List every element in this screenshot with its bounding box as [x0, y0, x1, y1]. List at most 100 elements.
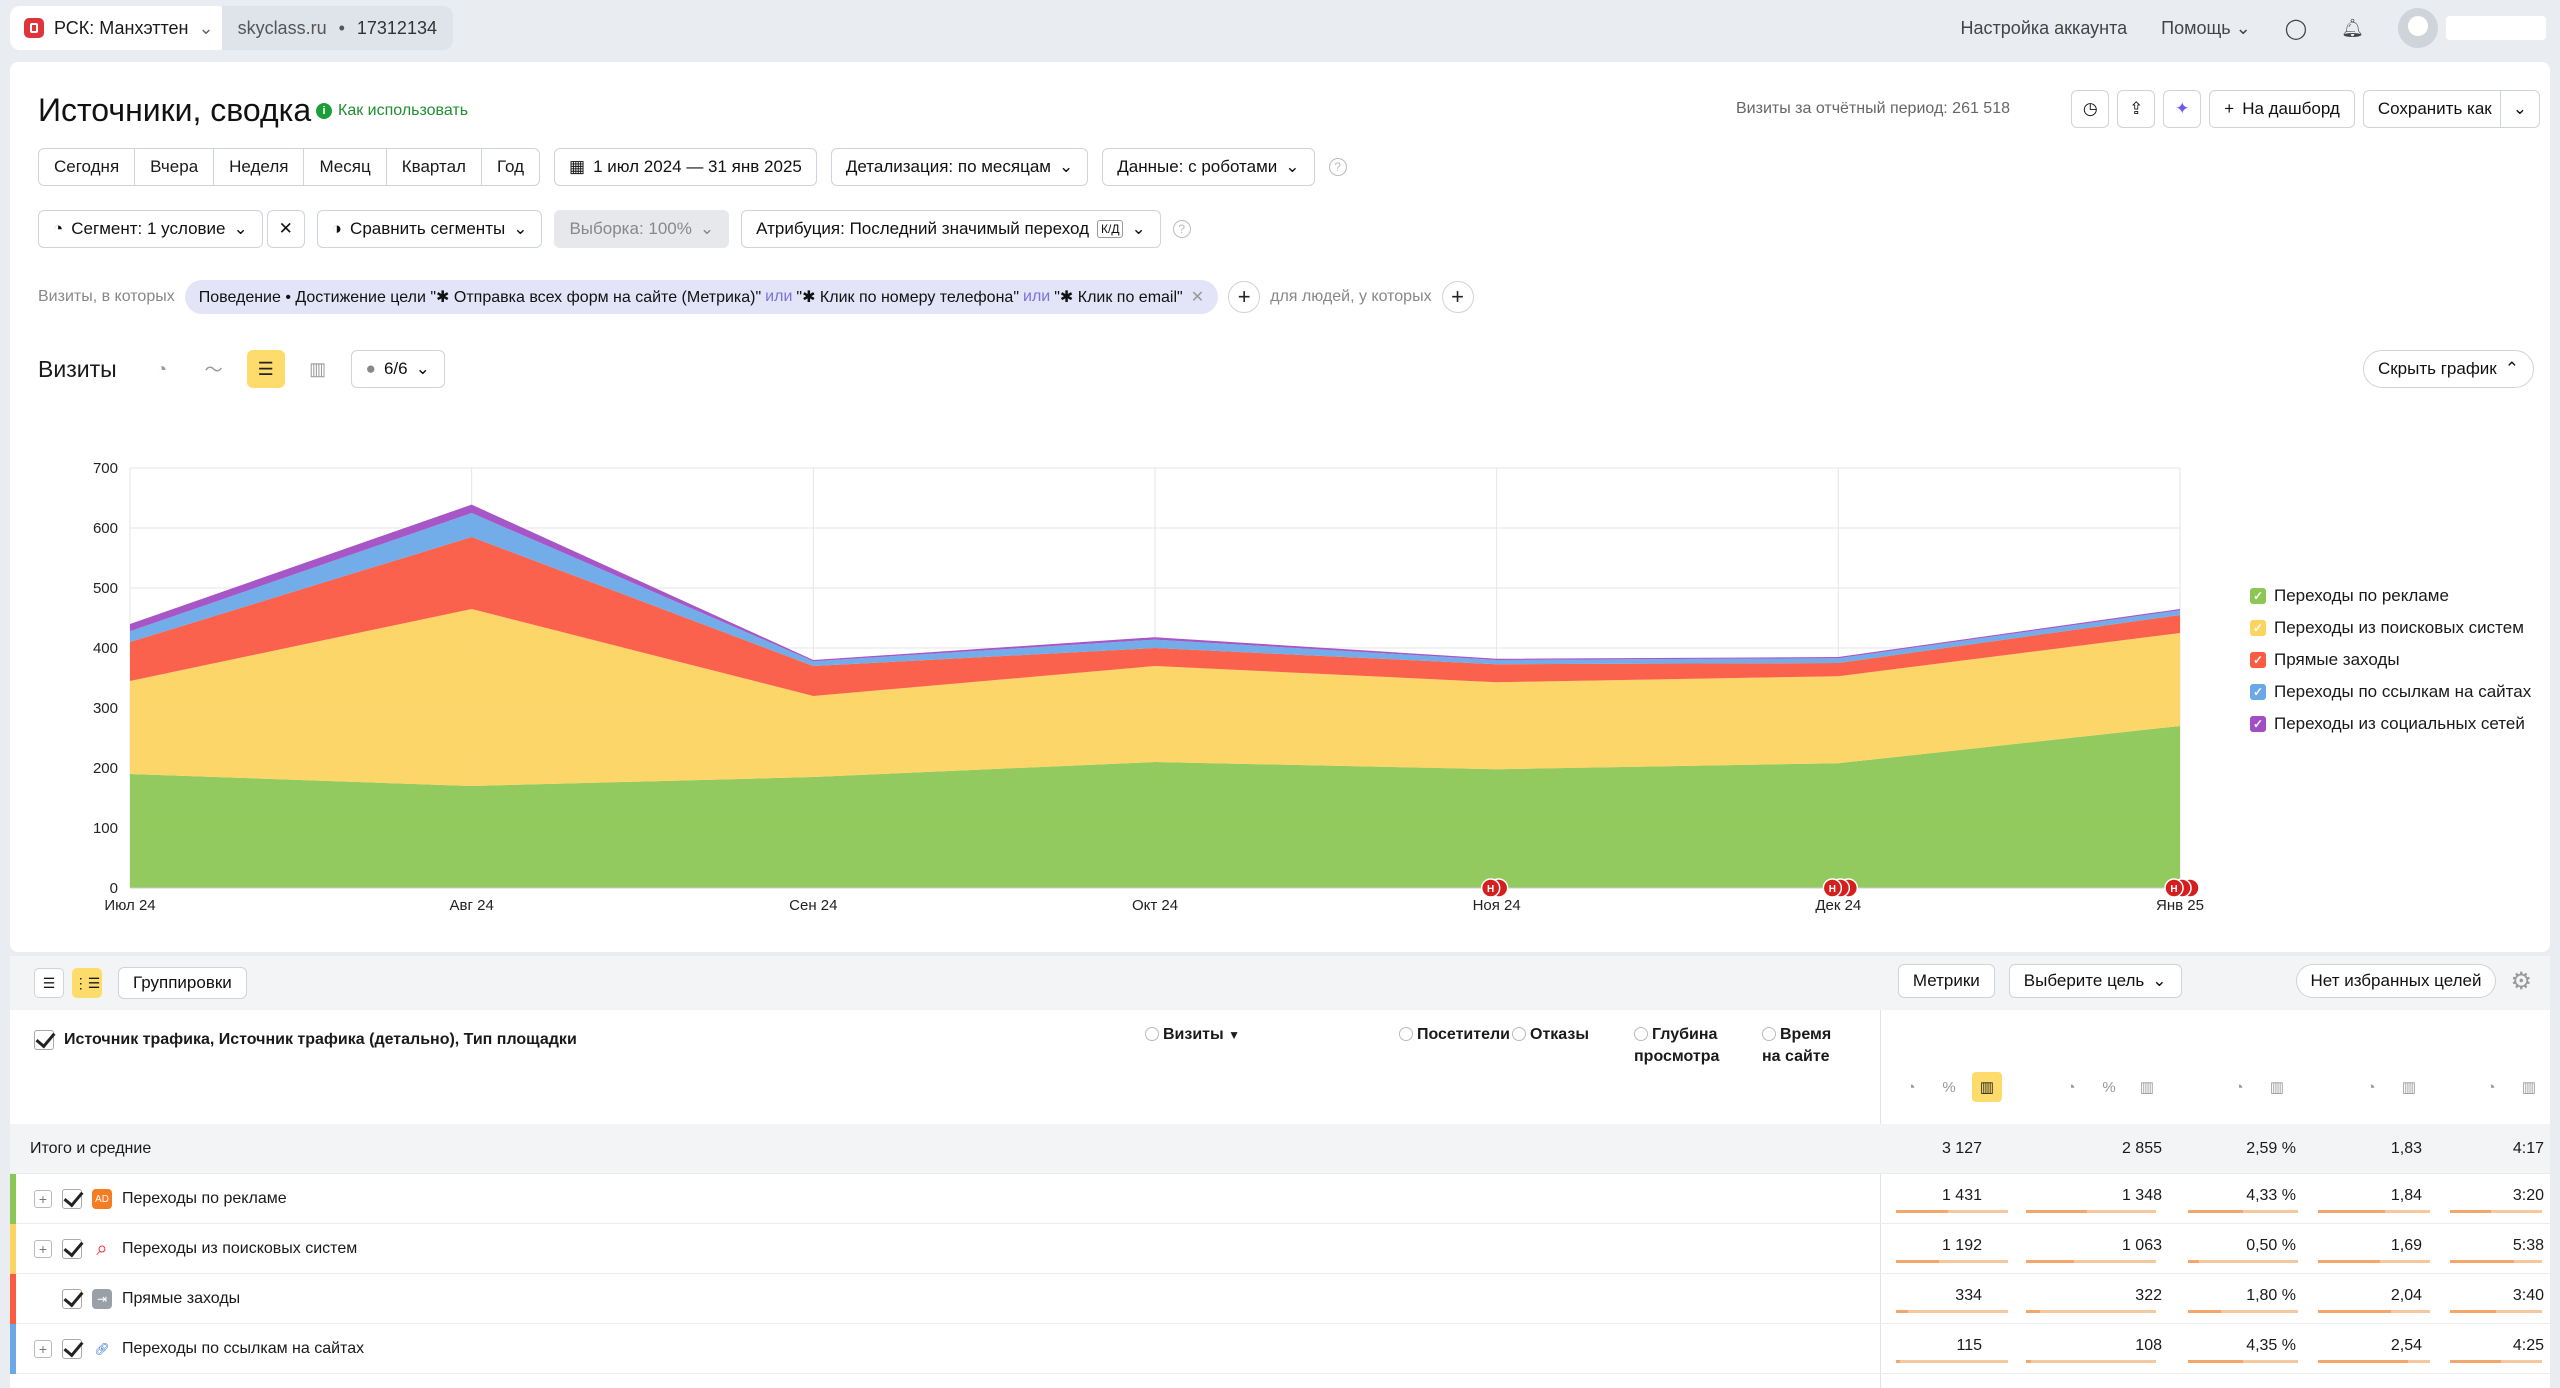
favorite-goals-button[interactable]: Нет избранных целей — [2295, 964, 2497, 998]
ad-icon: AD — [92, 1189, 112, 1209]
table-row[interactable]: + 🔗︎ Переходы по ссылкам на сайтах 115 108 4,… — [10, 1324, 2550, 1374]
legend-checkbox[interactable]: ✓ — [2250, 588, 2266, 604]
save-as-button[interactable]: Сохранить как ⌄ — [2362, 90, 2540, 128]
pie-icon[interactable]: ◔ — [2234, 1078, 2244, 1096]
close-icon: ✕ — [278, 219, 293, 238]
checkbox[interactable] — [62, 1189, 82, 1209]
legend-checkbox[interactable]: ✓ — [2250, 716, 2266, 732]
checkbox[interactable] — [34, 1030, 54, 1050]
event-marker[interactable] — [1480, 878, 1501, 898]
period-month[interactable]: Месяц — [304, 149, 387, 185]
bars-icon[interactable]: ▥ — [1972, 1072, 2002, 1102]
line-chart-icon[interactable]: 〜 — [204, 360, 223, 380]
flat-view-icon[interactable]: ☰ — [34, 968, 64, 998]
user-menu[interactable] — [2398, 8, 2546, 48]
detail-select[interactable]: Детализация: по месяцам ⌄ — [830, 148, 1089, 186]
help-menu[interactable]: Помощь ⌄ — [2161, 17, 2251, 38]
period-week[interactable]: Неделя — [214, 149, 305, 185]
compare-segments-button[interactable]: ◑ Сравнить сегменты ⌄ — [316, 210, 543, 248]
header-time-label: Время на сайте — [1762, 1026, 1832, 1065]
chat-icon[interactable]: ◯ — [2284, 17, 2308, 40]
checkbox[interactable] — [62, 1239, 82, 1259]
percent-icon[interactable]: % — [1942, 1078, 1956, 1096]
bars-icon[interactable]: ▥ — [2139, 1079, 2155, 1096]
checkbox[interactable] — [62, 1339, 82, 1359]
pie-icon[interactable]: ◔ — [2366, 1078, 2376, 1096]
metrics-button[interactable]: Метрики — [1897, 964, 1995, 998]
help-icon[interactable]: ? — [1328, 158, 1347, 176]
filter-condition-chip[interactable]: Поведение • Достижение цели "✱ Отправка … — [184, 280, 1219, 314]
area-series[interactable] — [130, 609, 2180, 786]
report-table: ☰ ⋮☰ Группировки Метрики Выберите цель ⌄ … — [10, 956, 2550, 1388]
legend-checkbox[interactable]: ✓ — [2250, 652, 2266, 668]
export-button[interactable]: ⇪ — [2117, 90, 2156, 128]
pie-chart-icon[interactable]: ◔ — [156, 358, 168, 379]
expand-icon[interactable]: + — [34, 1190, 52, 1208]
table-row[interactable]: ⇥ Прямые заходы 334 322 1,80 % 2,04 3:40 — [10, 1274, 2550, 1324]
period-today[interactable]: Сегодня — [39, 149, 136, 185]
metric-cell: 4,33 % — [2246, 1187, 2296, 1204]
close-icon[interactable]: ✕ — [1190, 289, 1205, 306]
clear-segment-button[interactable]: ✕ — [266, 210, 305, 248]
legend-item[interactable]: ✓ Переходы из поисковых систем — [2250, 618, 2531, 638]
legend-item[interactable]: ✓ Переходы по рекламе — [2250, 586, 2531, 606]
percent-icon[interactable]: % — [2102, 1078, 2116, 1096]
tree-view-icon[interactable]: ⋮☰ — [72, 968, 102, 998]
legend-item[interactable]: ✓ Прямые заходы — [2250, 650, 2531, 670]
period-yesterday[interactable]: Вчера — [135, 149, 215, 185]
add-visit-condition-button[interactable]: + — [1228, 281, 1261, 313]
ai-assistant-button[interactable]: ✦ — [2163, 90, 2202, 128]
event-marker-label: Н — [1829, 884, 1836, 895]
bars-icon[interactable]: ▥ — [2401, 1079, 2417, 1096]
checkbox[interactable] — [62, 1289, 82, 1309]
header-time[interactable]: Время на сайте — [1762, 1024, 1842, 1068]
help-icon[interactable]: ? — [1172, 220, 1191, 238]
area-series[interactable] — [130, 537, 2180, 696]
choose-goal-select[interactable]: Выберите цель ⌄ — [2008, 964, 2182, 998]
header-visitors[interactable]: Посетители — [1370, 1024, 1510, 1046]
period-year[interactable]: Год — [496, 157, 525, 176]
area-chart-icon[interactable]: ☰ — [246, 350, 285, 388]
sample-select[interactable]: Выборка: 100% ⌄ — [554, 210, 730, 248]
counter-selector[interactable]: РСК: Манхэттен ⌄ — [10, 6, 228, 50]
dimension-header[interactable]: Источник трафика, Источник трафика (дета… — [34, 1030, 577, 1050]
legend-item[interactable]: ✓ Переходы по ссылкам на сайтах — [2250, 682, 2531, 702]
bell-icon[interactable]: 🔔︎ — [2341, 17, 2364, 38]
date-range-picker[interactable]: ▦ 1 июл 2024 — 31 янв 2025 — [554, 148, 817, 186]
header-bounces[interactable]: Отказы — [1512, 1024, 1632, 1046]
table-row[interactable]: + ⌕ Переходы из поисковых систем 1 192 1 063… — [10, 1224, 2550, 1274]
robots-select[interactable]: Данные: с роботами ⌄ — [1102, 148, 1315, 186]
table-row[interactable]: + AD Переходы по рекламе 1 431 1 348 4,33 % 1,… — [10, 1174, 2550, 1224]
pie-icon[interactable]: ◔ — [2486, 1078, 2496, 1096]
segment-select[interactable]: ◔ Сегмент: 1 условие ⌄ — [38, 210, 263, 248]
attribution-select[interactable]: Атрибуция: Последний значимый переход К/Д… — [741, 210, 1161, 248]
period-quarter[interactable]: Квартал — [387, 149, 482, 185]
expand-icon[interactable]: + — [34, 1240, 52, 1258]
groupings-button[interactable]: Группировки — [118, 967, 247, 999]
gear-icon[interactable]: ⚙ — [2510, 967, 2532, 995]
legend-checkbox[interactable]: ✓ — [2250, 620, 2266, 636]
hide-chart-button[interactable]: Скрыть график ⌃ — [2362, 350, 2534, 388]
chevron-down-icon[interactable]: ⌄ — [2499, 91, 2539, 127]
pie-icon[interactable]: ◔ — [1906, 1078, 1916, 1096]
header-visits[interactable]: Визиты ▼ — [1120, 1024, 1240, 1046]
expand-icon[interactable]: + — [34, 1340, 52, 1358]
legend-item[interactable]: ✓ Переходы из социальных сетей — [2250, 714, 2531, 734]
event-marker[interactable] — [1822, 878, 1843, 898]
pie-icon[interactable]: ◔ — [2066, 1078, 2076, 1096]
history-button[interactable]: ◷ — [2071, 90, 2110, 128]
legend-checkbox[interactable]: ✓ — [2250, 684, 2266, 700]
how-to-use-link[interactable]: i Как использовать — [316, 102, 468, 120]
account-settings-link[interactable]: Настройка аккаунта — [1960, 17, 2128, 38]
bar-chart-icon[interactable]: ▥ — [309, 358, 327, 379]
totals-row[interactable]: Итого и средние 3 127 2 855 2,59 % 1,83 4:17 — [10, 1124, 2550, 1174]
bars-icon[interactable]: ▥ — [2521, 1079, 2537, 1096]
add-people-condition-button[interactable]: + — [1441, 281, 1474, 313]
event-marker[interactable] — [2164, 878, 2184, 898]
series-count-select[interactable]: ● 6/6 ⌄ — [350, 350, 445, 388]
bars-icon[interactable]: ▥ — [2269, 1079, 2285, 1096]
add-to-dashboard-button[interactable]: + На дашборд — [2209, 90, 2355, 128]
expand-icon[interactable] — [34, 1290, 52, 1308]
header-depth[interactable]: Глубина просмотра — [1634, 1024, 1734, 1068]
area-series[interactable] — [130, 726, 2180, 888]
